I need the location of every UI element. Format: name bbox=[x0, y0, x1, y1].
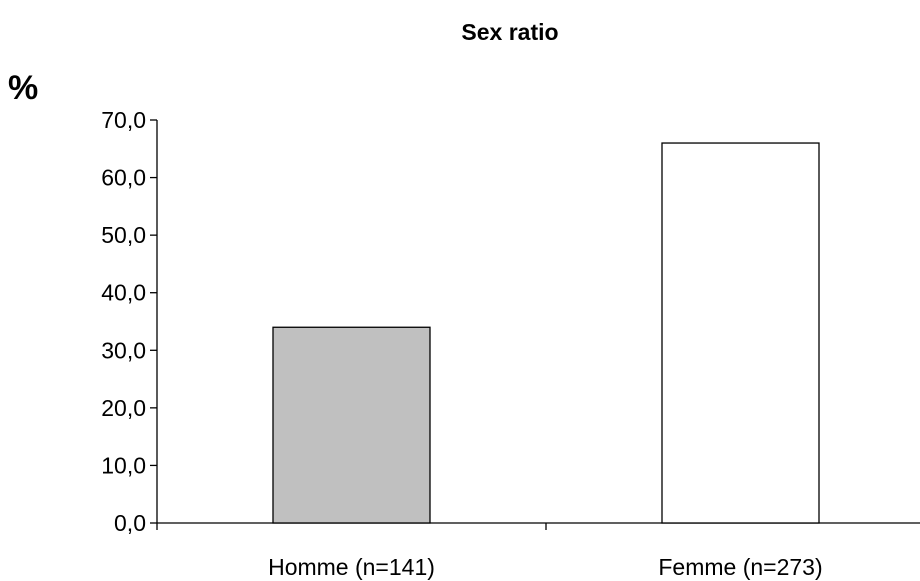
bar-femme bbox=[661, 142, 820, 524]
y-tick-label: 60,0 bbox=[101, 165, 146, 191]
y-tick-label: 20,0 bbox=[101, 395, 146, 421]
y-tick-label: 0,0 bbox=[114, 510, 146, 536]
x-category-label: Femme (n=273) bbox=[658, 554, 822, 580]
bars bbox=[272, 142, 820, 524]
y-ticks: 0,0 10,0 20,0 30,0 40,0 50,0 60,0 70,0 bbox=[101, 107, 157, 536]
chart-title: Sex ratio bbox=[461, 19, 558, 45]
y-tick-label: 70,0 bbox=[101, 107, 146, 133]
y-axis-unit-label: % bbox=[8, 69, 38, 107]
x-category-label: Homme (n=141) bbox=[268, 554, 435, 580]
y-tick-label: 30,0 bbox=[101, 337, 146, 363]
y-tick-label: 10,0 bbox=[101, 452, 146, 478]
x-ticks: Homme (n=141) Femme (n=273) bbox=[156, 523, 823, 580]
bar-homme bbox=[272, 326, 431, 524]
y-tick-label: 50,0 bbox=[101, 222, 146, 248]
y-tick-label: 40,0 bbox=[101, 280, 146, 306]
